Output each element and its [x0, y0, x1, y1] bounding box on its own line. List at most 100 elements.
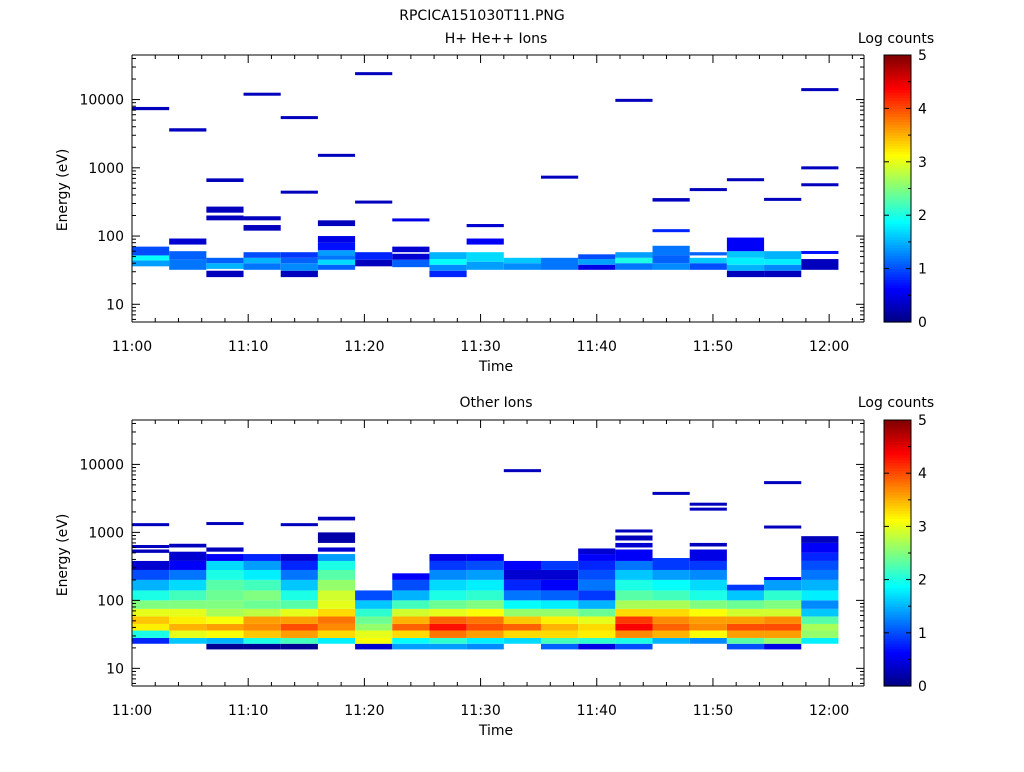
heatmap-cell: [466, 560, 504, 570]
colorbar-swatch: [884, 640, 911, 645]
colorbar-swatch: [884, 119, 911, 123]
heatmap-cell: [540, 616, 579, 624]
colorbar-swatch: [884, 164, 911, 168]
colorbar-swatch: [884, 531, 911, 535]
colorbar-swatch: [884, 57, 911, 61]
heatmap-cell: [540, 630, 579, 638]
heatmap-cell: [132, 579, 170, 591]
heatmap-cell: [578, 560, 616, 570]
colorbar-swatch: [884, 199, 911, 203]
heatmap-cell: [764, 600, 802, 609]
heatmap-cell: [652, 590, 690, 601]
heatmap-cell: [243, 216, 281, 221]
heatmap-cell: [317, 220, 356, 227]
colorbar-label: Log counts: [858, 395, 934, 411]
colorbar-swatch: [884, 600, 911, 605]
colorbar-swatch: [884, 619, 911, 623]
heatmap-cell: [652, 579, 690, 591]
heatmap-cell: [540, 623, 579, 631]
heatmap-cell: [317, 242, 356, 251]
colorbar-tick-label: 4: [918, 466, 927, 482]
heatmap-cell: [689, 616, 727, 624]
heatmap-cell: [243, 637, 281, 644]
heatmap-cell: [392, 579, 430, 591]
heatmap-cell: [243, 616, 281, 624]
heatmap-cell: [429, 643, 467, 650]
heatmap-cell: [132, 260, 170, 267]
colorbar-swatch: [884, 188, 911, 192]
heatmap-cell: [355, 590, 393, 601]
colorbar-swatch: [884, 121, 911, 126]
heatmap-cell: [280, 590, 318, 601]
heatmap-cell: [206, 630, 244, 638]
colorbar-swatch: [884, 60, 911, 64]
heatmap-cells: [132, 469, 839, 650]
heatmap-cell: [169, 590, 207, 601]
heatmap-cell: [280, 623, 318, 631]
colorbar-swatch: [884, 172, 911, 176]
heatmap-cell: [726, 600, 765, 609]
heatmap-cell: [280, 270, 318, 278]
x-tick-label: 11:00: [112, 339, 152, 355]
heatmap-cell: [280, 579, 318, 591]
heatmap-cell: [689, 502, 727, 506]
heatmap-cell: [206, 263, 244, 269]
x-tick-label: 11:40: [577, 703, 617, 719]
colorbar-swatch: [884, 507, 911, 512]
heatmap-cell: [578, 623, 616, 631]
heatmap-cell: [132, 630, 170, 638]
colorbar-swatch: [884, 271, 911, 275]
heatmap-cell: [466, 616, 504, 624]
heatmap-cell: [652, 229, 690, 233]
colorbar-swatch: [884, 550, 911, 554]
heatmap-cell: [689, 600, 727, 609]
heatmap-cell: [726, 237, 765, 252]
colorbar-swatch: [884, 113, 911, 118]
colorbar-swatch: [884, 539, 911, 543]
heatmap-cell: [578, 259, 616, 265]
heatmap-cell: [689, 542, 727, 547]
heatmap-cell: [466, 630, 504, 638]
heatmap-cell: [206, 579, 244, 591]
heatmap-cell: [206, 590, 244, 601]
colorbar-swatch: [884, 143, 911, 147]
colorbar-swatch: [884, 100, 911, 104]
heatmap-cell: [392, 253, 430, 260]
colorbar-swatch: [884, 148, 911, 152]
heatmap-cell: [317, 547, 356, 552]
heatmap-cell: [466, 261, 504, 270]
heatmap-cell: [652, 616, 690, 624]
heatmap-cell: [392, 600, 430, 609]
colorbar-swatch: [884, 65, 911, 69]
panel-title: Other Ions: [459, 395, 532, 411]
heatmap-cell: [466, 600, 504, 609]
colorbar-swatch: [884, 297, 911, 302]
heatmap-cell: [317, 264, 356, 270]
colorbar-swatch: [884, 420, 911, 424]
heatmap-cell: [317, 259, 356, 265]
heatmap-cell: [801, 542, 839, 553]
colorbar-swatch: [884, 430, 911, 434]
colorbar-swatch: [884, 467, 911, 472]
heatmap-cell: [503, 623, 541, 631]
heatmap-cell: [355, 200, 393, 204]
heatmap-cell: [466, 569, 504, 580]
colorbar-swatch: [884, 156, 911, 160]
colorbar-swatch: [884, 241, 911, 246]
colorbar-swatch: [884, 465, 911, 469]
heatmap-cell: [801, 250, 839, 254]
heatmap-cell: [540, 257, 579, 270]
colorbar-swatch: [884, 558, 911, 562]
heatmap-cell: [429, 554, 467, 561]
colorbar-swatch: [884, 584, 911, 589]
colorbar-swatch: [884, 284, 911, 288]
colorbar-swatch: [884, 97, 911, 101]
heatmap-cell: [726, 257, 765, 265]
colorbar-swatch: [884, 124, 911, 128]
heatmap-cell: [206, 257, 244, 264]
heatmap-cell: [280, 600, 318, 609]
heatmap-cell: [801, 600, 839, 609]
colorbar: 0 1 2 3 4 5: [883, 48, 927, 331]
heatmap-cell: [243, 579, 281, 591]
heatmap-cell: [169, 569, 207, 580]
